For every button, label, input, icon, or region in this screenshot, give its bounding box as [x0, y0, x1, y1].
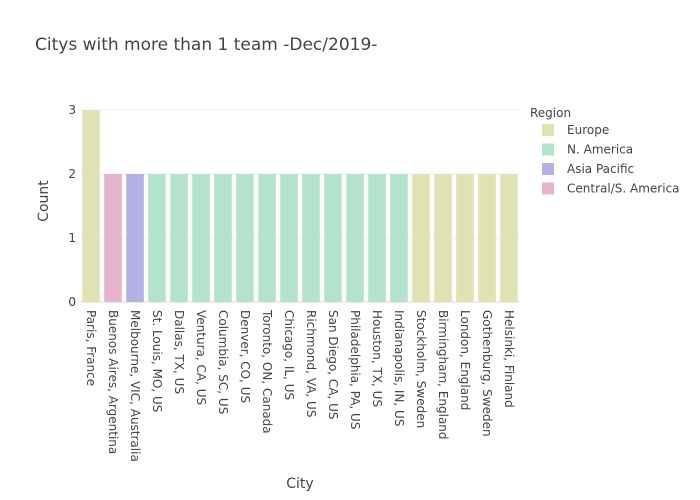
bar[interactable]: [104, 174, 122, 302]
x-tick-label: Indianapolis, IN, US: [392, 310, 406, 426]
legend-label[interactable]: N. America: [567, 143, 633, 157]
x-tick-label: Denver, CO, US: [238, 310, 252, 403]
bar[interactable]: [192, 174, 210, 302]
legend-label[interactable]: Asia Pacific: [567, 162, 634, 176]
x-tick-label: Buenos Aires, Argentina: [106, 310, 120, 454]
bar[interactable]: [126, 174, 144, 302]
bar[interactable]: [456, 174, 474, 302]
x-tick-label: Richmond, VA, US: [304, 310, 318, 417]
y-tick-labels: 0 1 2 3: [68, 103, 76, 309]
x-tick-label: Dallas, TX, US: [172, 310, 186, 394]
y-tick-label: 0: [68, 295, 76, 309]
x-tick-label: Philadelphia, PA, US: [348, 310, 362, 429]
bar[interactable]: [258, 174, 276, 302]
legend-swatch[interactable]: [542, 124, 554, 136]
x-tick-label: Helsinki, Finland: [502, 310, 516, 408]
x-tick-label: Columbia, SC, US: [216, 310, 230, 414]
bar[interactable]: [214, 174, 232, 302]
bar[interactable]: [148, 174, 166, 302]
x-tick-label: Gothenburg, Sweden: [480, 310, 494, 437]
legend-swatch[interactable]: [542, 182, 554, 195]
y-tick-label: 3: [68, 103, 76, 117]
bar[interactable]: [324, 174, 342, 302]
bar[interactable]: [412, 174, 430, 302]
chart-title: Citys with more than 1 team -Dec/2019-: [35, 35, 377, 55]
legend: Region Europe N. America Asia Pacific Centr…: [530, 106, 679, 196]
bar[interactable]: [346, 174, 364, 302]
x-tick-labels: Paris, France Buenos Aires, Argentina Melb…: [84, 309, 516, 462]
x-tick-label: London, England: [458, 310, 472, 410]
bar[interactable]: [280, 174, 298, 302]
y-tick-label: 1: [68, 231, 76, 245]
x-tick-label: San Diego, CA, US: [326, 310, 340, 420]
x-axis-title: City: [286, 476, 313, 492]
bar[interactable]: [500, 174, 518, 302]
bar[interactable]: [478, 174, 496, 302]
legend-swatch[interactable]: [542, 143, 554, 156]
gridlines: [80, 109, 520, 303]
bar[interactable]: [434, 174, 452, 302]
legend-label[interactable]: Europe: [567, 123, 609, 137]
x-tick-label: St. Louis, MO, US: [150, 310, 164, 412]
x-tick-label: Stockholm, Sweden: [414, 310, 428, 428]
bar[interactable]: [82, 110, 100, 302]
x-tick-label: Paris, France: [84, 310, 98, 386]
bar[interactable]: [390, 174, 408, 302]
bars-group: [82, 110, 518, 302]
legend-swatch[interactable]: [542, 163, 554, 175]
bar[interactable]: [302, 174, 320, 302]
x-tick-label: Birmingham, England: [436, 310, 450, 440]
bar[interactable]: [236, 174, 254, 302]
x-tick-label: Melbourne, VIC, Australia: [128, 310, 142, 462]
bar[interactable]: [368, 174, 386, 302]
x-tick-label: Houston, TX, US: [370, 310, 384, 407]
x-tick-label: Toronto, ON, Canada: [260, 309, 274, 434]
x-tick-label: Ventura, CA, US: [194, 310, 208, 405]
x-tick-label: Chicago, IL, US: [282, 310, 296, 400]
legend-title: Region: [530, 106, 571, 120]
bar[interactable]: [170, 174, 188, 302]
legend-label[interactable]: Central/S. America: [567, 182, 679, 196]
y-tick-label: 2: [68, 167, 76, 181]
y-axis-title: Count: [36, 180, 52, 222]
